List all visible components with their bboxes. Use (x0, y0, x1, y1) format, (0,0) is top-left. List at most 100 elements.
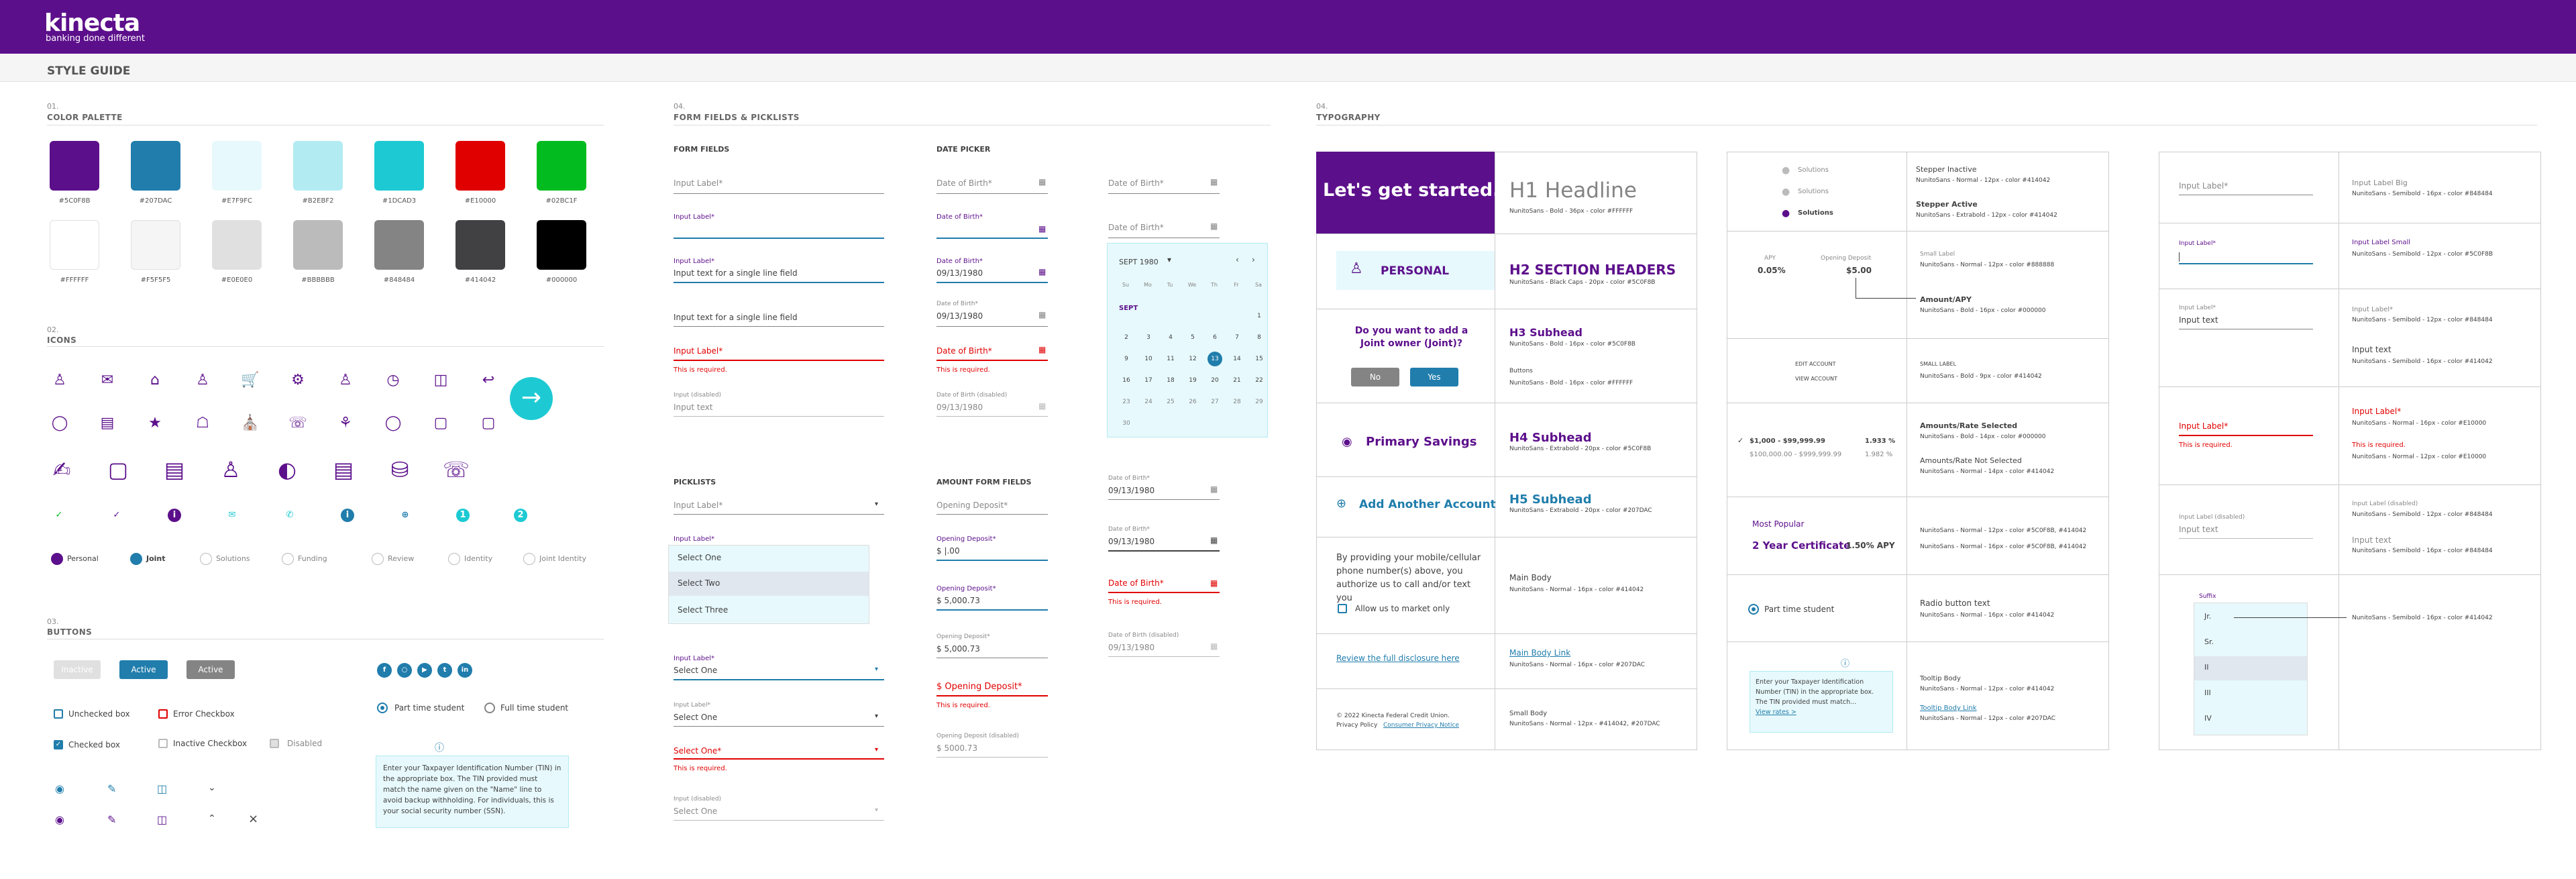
trash-icon[interactable]: ◫ (157, 813, 168, 826)
calendar-day[interactable]: 27 (1211, 399, 1219, 405)
select-error[interactable]: Select One* (674, 746, 722, 756)
calendar-day[interactable]: 6 (1213, 334, 1217, 341)
calendar-day[interactable]: 9 (1124, 356, 1128, 362)
calendar-day[interactable]: 1 (1257, 313, 1261, 319)
arrow-right-icon[interactable]: → (510, 377, 553, 420)
input-focused[interactable] (936, 238, 1048, 239)
calendar-day[interactable]: 15 (1255, 356, 1263, 362)
amount-value[interactable]: $ 5,000.73 (936, 596, 980, 605)
calendar-icon[interactable]: ▦ (1210, 484, 1218, 494)
select-option[interactable]: Select Three (678, 605, 729, 615)
checked-checkbox[interactable]: ✓ (54, 740, 63, 749)
input-error-label[interactable]: Input Label* (674, 346, 723, 356)
calendar-icon[interactable]: ▦ (1210, 578, 1218, 588)
calendar-day[interactable]: 20 (1211, 377, 1219, 384)
inactive-button[interactable]: Inactive (54, 660, 101, 679)
select-placeholder[interactable]: Input Label* (674, 501, 723, 510)
step-label[interactable]: Personal (67, 554, 99, 563)
suffix-option[interactable]: II (2204, 663, 2209, 672)
calendar-day[interactable]: 10 (1144, 356, 1152, 362)
consumer-link[interactable]: Consumer Privacy Notice (1383, 722, 1459, 729)
radio-selected[interactable] (377, 703, 388, 713)
add-icon[interactable]: ⊕ (1336, 497, 1347, 511)
info-icon[interactable]: ⓘ (435, 743, 444, 754)
calendar-day[interactable]: 19 (1189, 377, 1197, 384)
calendar-day[interactable]: 16 (1122, 377, 1130, 384)
input-focused[interactable] (2179, 263, 2313, 264)
step-label[interactable]: Joint Identity (539, 554, 586, 563)
view-account-link[interactable]: VIEW ACCOUNT (1795, 376, 1837, 382)
edit-account-link[interactable]: EDIT ACCOUNT (1795, 361, 1836, 367)
tooltip-link[interactable]: Tooltip Body Link (1920, 705, 1977, 712)
calendar-icon[interactable]: ▦ (1210, 535, 1218, 545)
main-body-link[interactable]: Main Body Link (1509, 648, 1571, 658)
trash-icon[interactable]: ◫ (157, 782, 168, 795)
radio-selected[interactable] (1748, 604, 1759, 615)
input-value[interactable]: Input text for a single line field (674, 268, 798, 278)
input-placeholder[interactable]: Input Label* (674, 178, 723, 188)
calendar-day[interactable]: 24 (1144, 399, 1152, 405)
date-error-label[interactable]: Date of Birth* (936, 346, 992, 356)
select-value[interactable]: Select One (674, 713, 718, 722)
instagram-icon[interactable]: ○ (397, 663, 412, 678)
chevron-down-icon[interactable]: ⌄ (208, 782, 216, 793)
dropdown-arrow-icon[interactable]: ▾ (875, 713, 879, 720)
amount-value[interactable]: $ |.00 (936, 546, 960, 556)
date-value[interactable]: 09/13/1980 (936, 311, 983, 321)
calendar-day[interactable]: 22 (1255, 377, 1263, 384)
step-label[interactable]: Identity (464, 554, 493, 563)
date-value[interactable]: 09/13/1980 (1108, 486, 1155, 495)
eye-icon[interactable]: ◉ (55, 782, 64, 795)
input-error-label[interactable]: Input Label* (2179, 421, 2229, 431)
date-placeholder[interactable]: Date of Birth* (936, 178, 992, 188)
close-icon[interactable]: × (248, 812, 259, 826)
date-error-label[interactable]: Date of Birth* (1108, 578, 1164, 588)
view-rates-link[interactable]: View rates > (1756, 709, 1796, 716)
chevron-up-icon[interactable]: ⌃ (208, 813, 216, 824)
calendar-day[interactable]: 23 (1122, 399, 1130, 405)
step-label[interactable]: Solutions (216, 554, 250, 563)
date-value[interactable]: 09/13/1980 (1108, 537, 1155, 546)
youtube-icon[interactable]: ▶ (417, 663, 432, 678)
brand-logo[interactable]: kinecta (44, 9, 140, 37)
privacy-link[interactable]: Privacy Policy (1336, 722, 1378, 729)
dropdown-arrow-icon[interactable]: ▾ (875, 501, 879, 508)
calendar-icon[interactable]: ▦ (1038, 267, 1046, 276)
calendar-day[interactable]: 17 (1144, 377, 1152, 384)
step-icon[interactable] (51, 553, 63, 565)
calendar-day[interactable]: 29 (1255, 399, 1263, 405)
calendar-day[interactable]: 3 (1146, 334, 1150, 341)
step-icon[interactable] (282, 553, 294, 565)
chevron-right-icon[interactable]: › (1252, 255, 1255, 264)
input-value[interactable]: Input text (2179, 315, 2218, 325)
calendar-day[interactable]: 5 (1191, 334, 1195, 341)
calendar-day[interactable]: 2 (1124, 334, 1128, 341)
calendar-icon[interactable]: ▦ (1038, 345, 1046, 354)
unchecked-checkbox[interactable] (54, 709, 63, 719)
error-checkbox[interactable] (158, 709, 168, 719)
amount-placeholder[interactable]: Opening Deposit* (936, 501, 1008, 510)
disabled-checkbox[interactable] (270, 739, 279, 748)
step-icon[interactable] (448, 553, 460, 565)
select-option[interactable]: Select Two (678, 578, 720, 588)
calendar-month[interactable]: SEPT 1980 (1119, 258, 1159, 266)
calendar-day[interactable]: 11 (1167, 356, 1175, 362)
calendar-day[interactable]: 26 (1189, 399, 1197, 405)
active-button[interactable]: Active (119, 660, 168, 679)
step-label[interactable]: Funding (298, 554, 327, 563)
linkedin-icon[interactable]: in (458, 663, 472, 678)
calendar-day[interactable]: 30 (1122, 420, 1130, 427)
input-focused[interactable] (674, 238, 884, 239)
select-value[interactable]: Select One (674, 666, 718, 675)
facebook-icon[interactable]: f (377, 663, 392, 678)
info-icon[interactable]: ⓘ (1841, 659, 1850, 669)
disclosure-link[interactable]: Review the full disclosure here (1336, 654, 1460, 663)
step-icon[interactable] (523, 553, 535, 565)
suffix-option[interactable]: Sr. (2204, 637, 2214, 646)
dropdown-arrow-icon[interactable]: ▾ (875, 746, 879, 754)
chevron-down-icon[interactable]: ▾ (1167, 255, 1172, 264)
step-icon[interactable] (372, 553, 384, 565)
step-icon[interactable] (200, 553, 212, 565)
input-value[interactable]: Input text for a single line field (674, 313, 798, 322)
calendar-day[interactable]: 8 (1257, 334, 1261, 341)
